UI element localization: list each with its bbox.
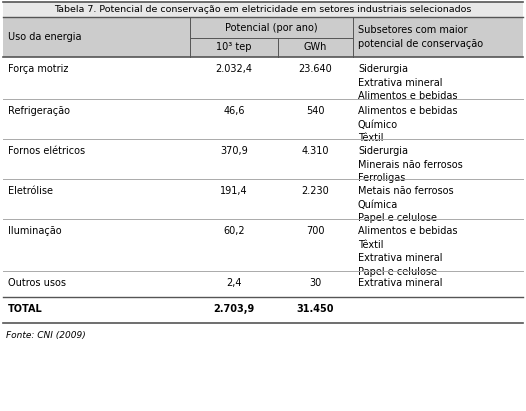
Text: Outros usos: Outros usos	[8, 278, 66, 288]
Text: Têxtil: Têxtil	[358, 240, 383, 249]
Text: 23.640: 23.640	[299, 64, 332, 74]
Text: 540: 540	[306, 106, 325, 116]
Text: Eletrólise: Eletrólise	[8, 186, 53, 196]
Text: 30: 30	[309, 278, 321, 288]
Text: 4.310: 4.310	[302, 146, 329, 156]
Text: Extrativa mineral: Extrativa mineral	[358, 253, 442, 263]
Text: 2.703,9: 2.703,9	[214, 304, 255, 314]
Text: Uso da energia: Uso da energia	[8, 32, 82, 42]
Text: 46,6: 46,6	[223, 106, 245, 116]
Text: Extrativa mineral: Extrativa mineral	[358, 278, 442, 288]
Text: 191,4: 191,4	[220, 186, 248, 196]
Text: Alimentos e bebidas: Alimentos e bebidas	[358, 226, 458, 236]
Text: 60,2: 60,2	[223, 226, 245, 236]
Text: Alimentos e bebidas: Alimentos e bebidas	[358, 106, 458, 116]
Text: Papel e celulose: Papel e celulose	[358, 213, 437, 223]
Text: Minerais não ferrosos: Minerais não ferrosos	[358, 159, 463, 169]
Text: Fornos elétricos: Fornos elétricos	[8, 146, 85, 156]
Text: 2,4: 2,4	[226, 278, 242, 288]
Text: Siderurgia: Siderurgia	[358, 64, 408, 74]
Bar	[3, 2, 523, 17]
Text: Força motriz: Força motriz	[8, 64, 68, 74]
Text: TOTAL: TOTAL	[8, 304, 43, 314]
Text: Refrigeração: Refrigeração	[8, 106, 70, 116]
Text: Extrativa mineral: Extrativa mineral	[358, 78, 442, 88]
Text: Papel e celulose: Papel e celulose	[358, 266, 437, 277]
Text: Química: Química	[358, 199, 398, 210]
Text: 2.032,4: 2.032,4	[216, 64, 252, 74]
Text: 700: 700	[306, 226, 325, 236]
Text: Ferroligas: Ferroligas	[358, 173, 406, 183]
Text: 10³ tep: 10³ tep	[216, 42, 252, 52]
Text: Alimentos e bebidas: Alimentos e bebidas	[358, 91, 458, 101]
Text: Subsetores com maior
potencial de conservação: Subsetores com maior potencial de conser…	[358, 25, 483, 49]
Text: 31.450: 31.450	[297, 304, 334, 314]
Text: Tabela 7. Potencial de conservação em eletricidade em setores industriais seleci: Tabela 7. Potencial de conservação em el…	[54, 5, 472, 14]
Text: Potencial (por ano): Potencial (por ano)	[225, 23, 318, 33]
Bar	[3, 17, 523, 57]
Text: 370,9: 370,9	[220, 146, 248, 156]
Text: Iluminação: Iluminação	[8, 226, 62, 236]
Text: Têxtil: Têxtil	[358, 133, 383, 143]
Text: Químico: Químico	[358, 120, 398, 129]
Text: Fonte: CNI (2009): Fonte: CNI (2009)	[6, 331, 86, 340]
Text: Siderurgia: Siderurgia	[358, 146, 408, 156]
Text: 2.230: 2.230	[301, 186, 329, 196]
Text: GWh: GWh	[304, 42, 327, 52]
Text: Metais não ferrosos: Metais não ferrosos	[358, 186, 453, 196]
